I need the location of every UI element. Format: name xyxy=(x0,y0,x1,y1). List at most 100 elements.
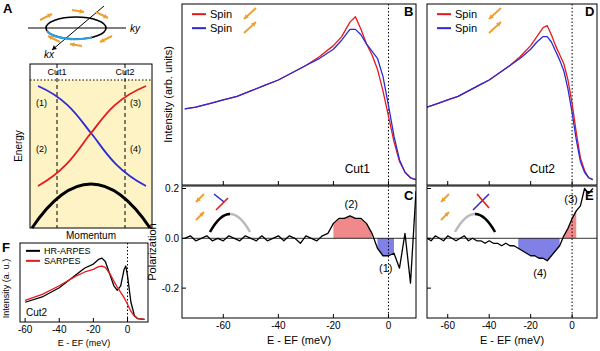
inset-band-faded xyxy=(455,214,495,232)
x-tick xyxy=(278,181,279,185)
x-tick xyxy=(127,318,128,322)
fermi-line xyxy=(388,4,389,185)
x-tick-label: -60 xyxy=(441,320,456,331)
fermi-line xyxy=(572,186,573,318)
plot-frame xyxy=(427,186,597,318)
arrow xyxy=(70,42,82,47)
legend-swatch xyxy=(192,27,206,29)
legend-swatch xyxy=(26,260,40,262)
y-tick-label: -0.2 xyxy=(162,283,180,294)
arrow-head xyxy=(251,22,256,27)
series-line xyxy=(185,29,416,179)
bulk-band xyxy=(32,184,150,228)
series-line xyxy=(185,17,416,180)
series-line xyxy=(427,26,593,180)
arrow xyxy=(48,36,60,42)
x-tick xyxy=(333,181,334,185)
inset-band-faded xyxy=(210,214,250,232)
arrow-shaft xyxy=(489,8,501,19)
x-tick xyxy=(530,181,531,185)
plot-area xyxy=(185,4,416,185)
legend-label: Spin xyxy=(210,22,232,34)
arrow-head xyxy=(444,212,449,217)
annotation: Cut2 xyxy=(530,162,556,176)
x-tick xyxy=(447,314,448,318)
arrow xyxy=(489,8,501,19)
arrow xyxy=(40,14,52,20)
panel-letter: F xyxy=(2,240,10,255)
legend-label: Spin xyxy=(455,22,477,34)
series-line xyxy=(185,191,416,283)
axis-label: Momentum xyxy=(66,230,116,241)
arrow-shaft xyxy=(48,36,60,42)
arrow-head xyxy=(47,14,52,18)
arrow-head xyxy=(244,14,249,19)
x-tick xyxy=(93,318,94,322)
arrow-head xyxy=(441,197,446,202)
y-axis-label: Intensity (arb. units) xyxy=(162,46,174,143)
plot-area xyxy=(25,243,144,322)
x-tick-label: -60 xyxy=(216,320,231,331)
axis-label: Energy xyxy=(13,130,24,162)
plot-frame xyxy=(20,243,148,322)
legend-swatch xyxy=(26,250,40,252)
arrow-head xyxy=(70,42,75,47)
fermi-line xyxy=(388,186,389,318)
arrow-head xyxy=(496,22,501,27)
panel-letter: A xyxy=(3,1,13,16)
plot-area xyxy=(427,186,597,318)
arrow xyxy=(489,22,501,33)
arrow-shaft xyxy=(244,22,256,33)
legend: Spin Spin xyxy=(192,8,256,34)
cut-label: Cut2 xyxy=(115,67,134,77)
series-line xyxy=(25,266,144,319)
arrow xyxy=(244,22,256,33)
x-tick-label: -20 xyxy=(523,320,538,331)
figure: AkxkyCut1Cut2(1)(2)(3)(4)EnergyMomentumI… xyxy=(0,0,600,351)
inset-band xyxy=(210,214,230,232)
state-label: (4) xyxy=(130,144,141,154)
band-inset xyxy=(196,194,250,232)
x-tick xyxy=(278,314,279,318)
arrow-head xyxy=(199,212,204,217)
x-tick xyxy=(447,181,448,185)
x-axis-label: E - EF (meV) xyxy=(58,338,111,348)
series-line xyxy=(427,37,593,180)
fermi-surface xyxy=(46,17,106,39)
arrow-shaft xyxy=(244,8,256,19)
legend-swatch xyxy=(437,13,451,15)
cut-label: Cut1 xyxy=(47,67,66,77)
polarization-region xyxy=(518,238,559,260)
y-axis-label: Intensity (a. u.) xyxy=(1,259,11,319)
x-axis-label: E - EF (meV) xyxy=(267,334,331,346)
x-tick xyxy=(572,181,573,185)
arrow xyxy=(196,212,204,220)
legend: SpinSpin xyxy=(437,8,501,34)
panel-letter: E xyxy=(585,188,594,203)
arrow xyxy=(441,194,449,202)
y-tick xyxy=(182,188,186,189)
x-tick xyxy=(333,314,334,318)
surface-band-red xyxy=(38,86,146,186)
arrow xyxy=(441,212,449,220)
panel-letter: C xyxy=(404,188,414,203)
arrow-shaft xyxy=(196,194,204,202)
arrow-shaft xyxy=(96,12,108,18)
x-tick-label: -40 xyxy=(52,324,67,335)
x-tick-label: -20 xyxy=(326,320,341,331)
occupied-region xyxy=(30,80,152,228)
panel-letter: B xyxy=(404,4,413,19)
region-label: (4) xyxy=(533,267,546,279)
inset-surface-band xyxy=(477,194,489,208)
plot-area xyxy=(427,4,593,185)
x-tick xyxy=(59,318,60,322)
legend-label: SARPES xyxy=(44,256,81,266)
arrow xyxy=(96,12,108,18)
polarization-region xyxy=(333,216,372,238)
arrow-head xyxy=(79,9,84,14)
legend-label: Spin xyxy=(210,8,232,20)
plot-frame xyxy=(182,4,416,185)
annotation: Cut1 xyxy=(345,162,371,176)
region-label: (3) xyxy=(564,193,577,205)
diagram-frame xyxy=(30,64,152,228)
